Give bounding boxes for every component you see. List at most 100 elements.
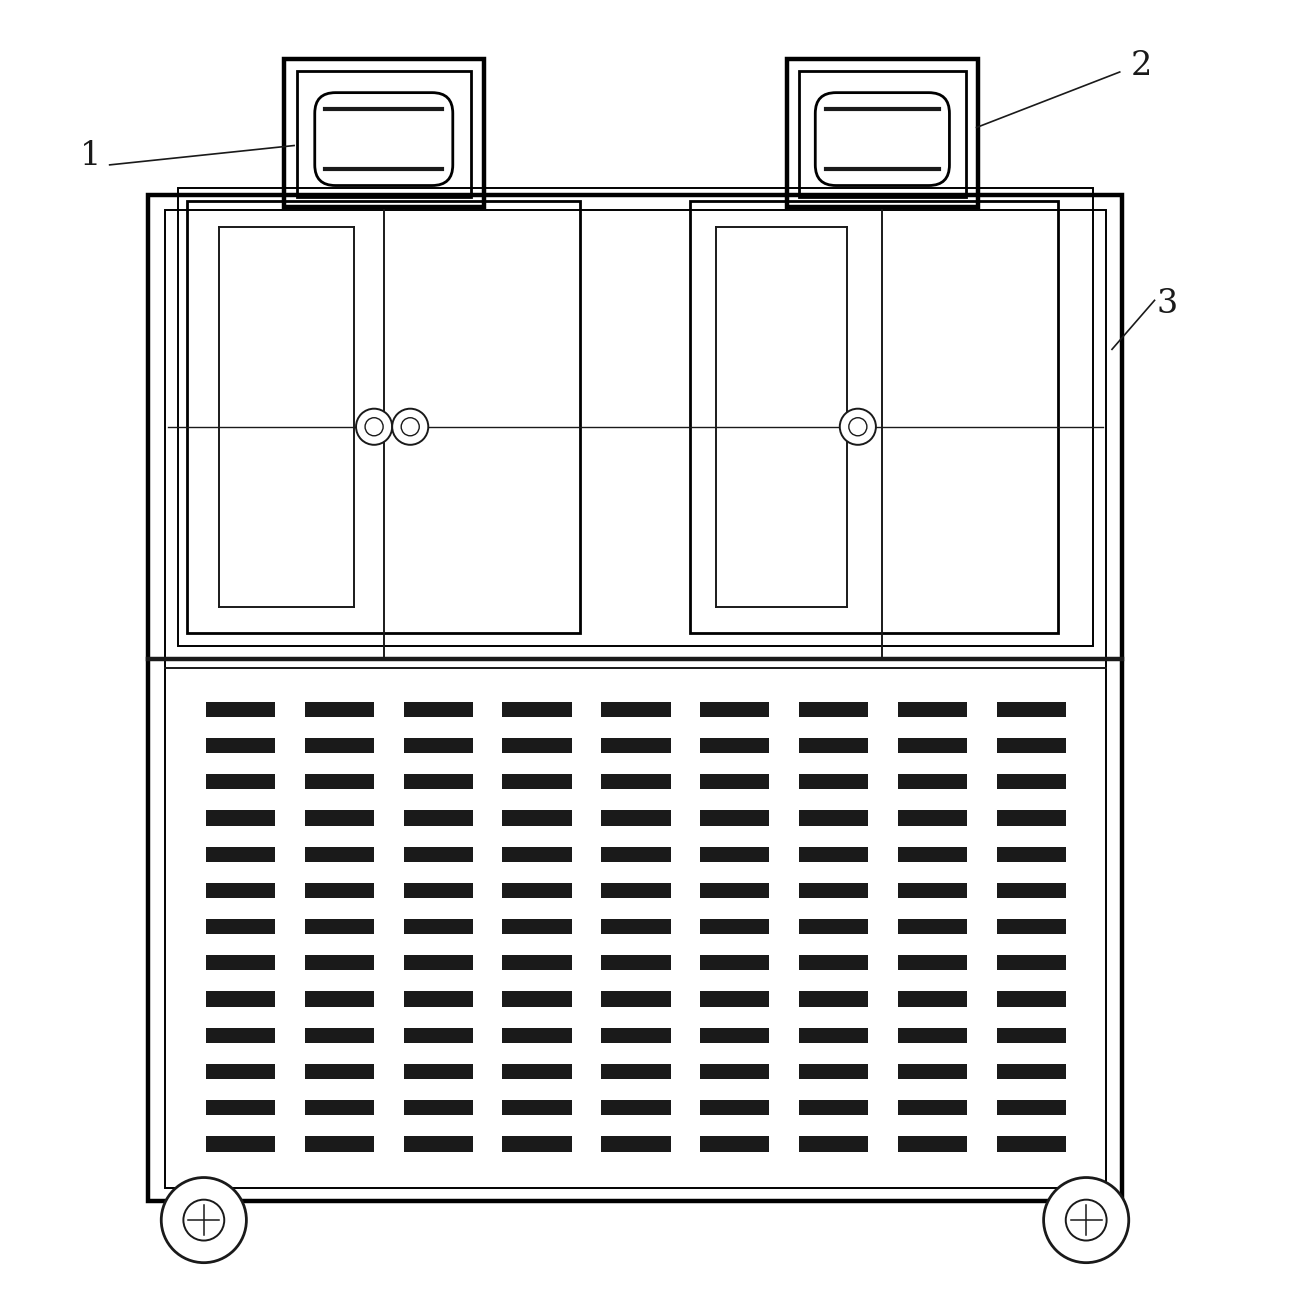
Bar	[700, 882, 769, 898]
Bar	[601, 1027, 671, 1043]
Bar	[404, 1027, 472, 1043]
Bar	[898, 1064, 968, 1079]
Bar	[601, 1064, 671, 1079]
Bar	[700, 810, 769, 826]
Bar	[898, 774, 968, 790]
Bar	[206, 955, 275, 971]
Bar	[503, 774, 571, 790]
Bar	[178, 188, 1093, 646]
Bar	[799, 882, 868, 898]
Bar	[700, 1137, 769, 1151]
Bar	[700, 955, 769, 971]
Bar	[898, 847, 968, 861]
Bar	[404, 1100, 472, 1116]
Bar	[165, 210, 1106, 1188]
Bar	[206, 847, 275, 861]
Bar	[304, 955, 374, 971]
Bar	[304, 774, 374, 790]
Bar	[304, 847, 374, 861]
Bar	[997, 1100, 1066, 1116]
Bar	[700, 992, 769, 1006]
Bar	[898, 810, 968, 826]
Bar	[304, 1064, 374, 1079]
Bar	[799, 919, 868, 934]
Bar	[898, 1100, 968, 1116]
Bar	[799, 1100, 868, 1116]
Bar	[284, 59, 484, 207]
Bar	[404, 737, 472, 753]
Bar	[187, 201, 580, 633]
Bar	[404, 847, 472, 861]
Bar	[206, 992, 275, 1006]
Bar	[898, 737, 968, 753]
Bar	[601, 882, 671, 898]
Text: 3: 3	[1157, 288, 1178, 320]
Bar	[304, 810, 374, 826]
Bar	[601, 955, 671, 971]
Bar	[601, 774, 671, 790]
Bar	[997, 774, 1066, 790]
Bar	[690, 201, 1058, 633]
Bar	[997, 992, 1066, 1006]
Bar	[898, 702, 968, 716]
Bar	[898, 919, 968, 934]
Bar	[304, 882, 374, 898]
Bar	[700, 919, 769, 934]
Bar	[799, 70, 966, 197]
Circle shape	[1044, 1177, 1129, 1263]
Text: 1: 1	[80, 140, 101, 172]
Bar	[997, 810, 1066, 826]
Bar	[799, 1064, 868, 1079]
Bar	[997, 1137, 1066, 1151]
Bar	[503, 1100, 571, 1116]
Bar	[206, 1100, 275, 1116]
Bar	[997, 702, 1066, 716]
Bar	[799, 810, 868, 826]
Bar	[700, 737, 769, 753]
Bar	[304, 1137, 374, 1151]
Bar	[601, 847, 671, 861]
Bar	[503, 1064, 571, 1079]
Bar	[206, 1137, 275, 1151]
Bar	[997, 1027, 1066, 1043]
Bar	[404, 955, 472, 971]
Bar	[799, 774, 868, 790]
Bar	[997, 955, 1066, 971]
Bar	[206, 774, 275, 790]
Bar	[404, 1137, 472, 1151]
Bar	[304, 702, 374, 716]
Bar	[304, 919, 374, 934]
Bar	[503, 702, 571, 716]
Bar	[503, 992, 571, 1006]
Bar	[997, 1064, 1066, 1079]
Bar	[799, 737, 868, 753]
Bar	[404, 992, 472, 1006]
Bar	[206, 882, 275, 898]
Bar	[304, 1100, 374, 1116]
Bar	[997, 919, 1066, 934]
Bar	[997, 737, 1066, 753]
Bar	[898, 955, 968, 971]
Bar	[799, 847, 868, 861]
Bar	[898, 992, 968, 1006]
Bar	[503, 847, 571, 861]
Bar	[700, 702, 769, 716]
Circle shape	[392, 408, 428, 445]
Bar	[503, 737, 571, 753]
Bar	[997, 847, 1066, 861]
Bar	[304, 737, 374, 753]
Bar	[404, 919, 472, 934]
Bar	[148, 194, 1122, 1201]
Bar	[601, 1137, 671, 1151]
Bar	[206, 702, 275, 716]
Bar	[404, 774, 472, 790]
Bar	[206, 737, 275, 753]
Bar	[206, 1064, 275, 1079]
Bar	[503, 919, 571, 934]
Bar	[601, 737, 671, 753]
Bar	[503, 810, 571, 826]
Bar	[601, 702, 671, 716]
Text: 2: 2	[1131, 50, 1152, 81]
Bar	[601, 992, 671, 1006]
Bar	[297, 70, 471, 197]
